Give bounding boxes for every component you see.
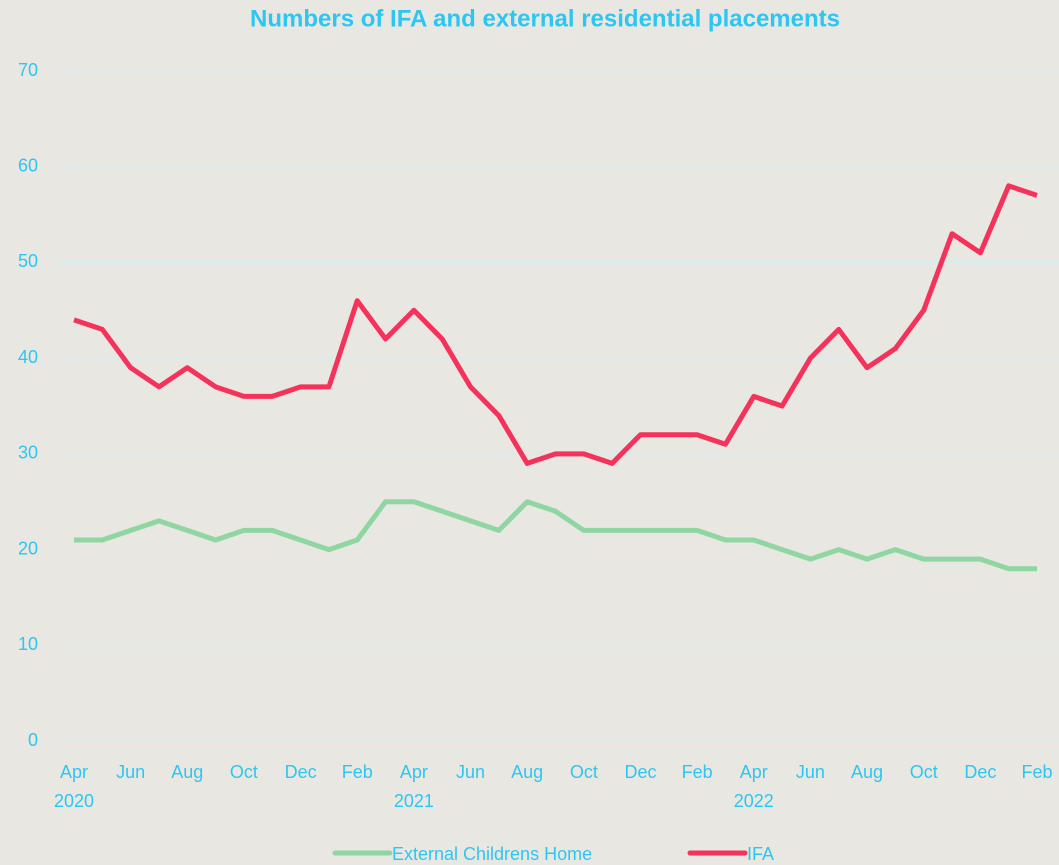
x-tick-label: Aug xyxy=(851,762,883,782)
x-tick-label: Dec xyxy=(285,762,317,782)
x-tick-label: Feb xyxy=(682,762,713,782)
y-tick-label: 0 xyxy=(28,730,38,750)
x-tick-label: Jun xyxy=(796,762,825,782)
x-tick-label: Dec xyxy=(624,762,656,782)
x-tick-label: Oct xyxy=(910,762,938,782)
y-tick-label: 70 xyxy=(18,60,38,80)
y-tick-label: 30 xyxy=(18,443,38,463)
x-tick-label: Jun xyxy=(116,762,145,782)
y-tick-label: 40 xyxy=(18,347,38,367)
x-tick-label: Aug xyxy=(171,762,203,782)
x-tick-label: Feb xyxy=(342,762,373,782)
legend-label: External Childrens Home xyxy=(392,844,592,864)
x-tick-label: Apr xyxy=(740,762,768,782)
x-tick-label: Dec xyxy=(964,762,996,782)
chart-title: Numbers of IFA and external residential … xyxy=(250,5,840,32)
x-tick-label: Oct xyxy=(230,762,258,782)
y-tick-label: 60 xyxy=(18,155,38,175)
legend-label: IFA xyxy=(747,844,774,864)
x-tick-label: Oct xyxy=(570,762,598,782)
x-year-label: 2021 xyxy=(394,791,434,811)
x-year-label: 2020 xyxy=(54,791,94,811)
x-tick-label: Jun xyxy=(456,762,485,782)
line-series xyxy=(73,183,1038,466)
y-tick-label: 10 xyxy=(18,634,38,654)
x-tick-label: Apr xyxy=(60,762,88,782)
y-tick-label: 50 xyxy=(18,251,38,271)
x-tick-label: Aug xyxy=(511,762,543,782)
x-year-label: 2022 xyxy=(734,791,774,811)
x-tick-label: Apr xyxy=(400,762,428,782)
y-tick-label: 20 xyxy=(18,538,38,558)
line-series xyxy=(74,499,1037,572)
x-tick-label: Feb xyxy=(1021,762,1052,782)
